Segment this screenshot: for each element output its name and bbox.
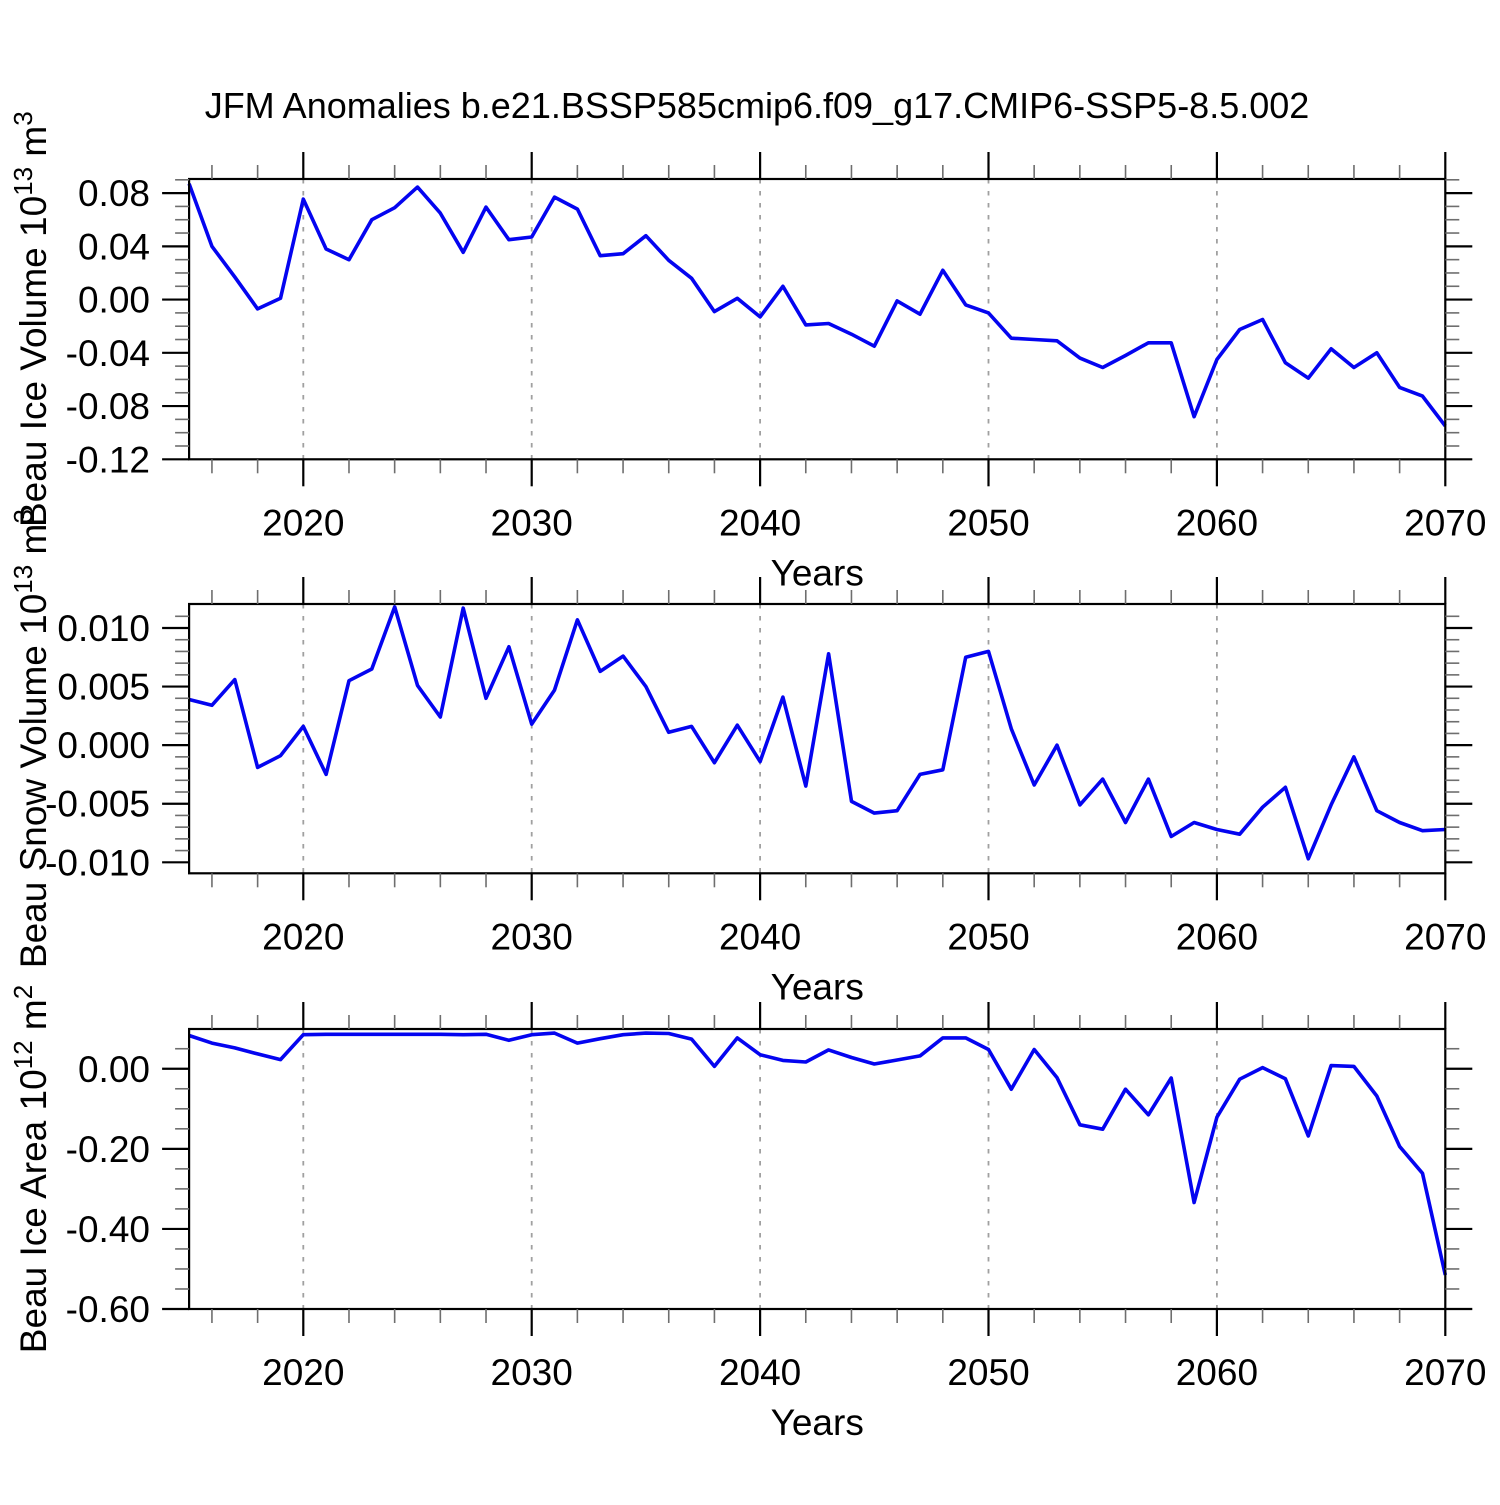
x-axis-title: Years — [771, 966, 864, 1007]
x-tick-label: 2060 — [1176, 502, 1258, 543]
beau-snow-volume-line — [188, 605, 1446, 861]
x-tick-label: 2060 — [1176, 916, 1258, 957]
x-tick-label: 2070 — [1404, 916, 1486, 957]
y-tick-label: -0.08 — [66, 386, 150, 427]
x-tick-label: 2040 — [719, 916, 801, 957]
beau-ice-volume-line — [187, 183, 1447, 428]
gridlines — [302, 604, 1218, 874]
y-axis-ticks: 0.08 0.04 0.00 -0.04 -0.08 -0.12 — [66, 173, 1473, 480]
y-tick-label: -0.60 — [66, 1289, 150, 1330]
x-tick-label: 2070 — [1404, 1352, 1486, 1393]
y-tick-label: 0.010 — [57, 608, 150, 649]
x-tick-label: 2020 — [262, 1352, 344, 1393]
y-tick-label: 0.00 — [78, 1049, 150, 1090]
y-tick-label: -0.005 — [45, 784, 150, 825]
x-tick-label: 2050 — [947, 916, 1029, 957]
x-tick-label: 2070 — [1404, 502, 1486, 543]
y-tick-label: -0.20 — [66, 1129, 150, 1170]
plot-frame — [188, 602, 1447, 875]
gridlines — [302, 1029, 1218, 1309]
y-tick-label: 0.04 — [78, 226, 150, 267]
x-tick-label: 2030 — [491, 1352, 573, 1393]
x-axis-title: Years — [771, 552, 864, 593]
panel-beau-ice-volume: 2020 2030 2040 2050 2060 2070 0.08 0.04 0.00 -0.0… — [8, 111, 1486, 593]
x-tick-label: 2020 — [262, 502, 344, 543]
plot-frame — [188, 177, 1447, 461]
x-tick-label: 2040 — [719, 502, 801, 543]
y-axis-ticks: 0.00 -0.20 -0.40 -0.60 — [66, 1047, 1473, 1330]
y-tick-label: 0.000 — [57, 725, 150, 766]
figure-title: JFM Anomalies b.e21.BSSP585cmip6.f09_g17… — [205, 85, 1310, 126]
y-tick-label: 0.005 — [57, 667, 150, 708]
x-axis-ticks: 2020 2030 2040 2050 2060 2070 — [211, 577, 1486, 957]
x-axis-title: Years — [771, 1402, 864, 1443]
x-tick-label: 2030 — [491, 502, 573, 543]
y-tick-label: 0.08 — [78, 173, 150, 214]
y-tick-label: -0.010 — [45, 842, 150, 883]
panel-beau-ice-area: 2020 2030 2040 2050 2060 2070 0.00 -0.20 -0.40 -0… — [8, 985, 1486, 1443]
y-tick-label: -0.12 — [66, 439, 150, 480]
x-tick-label: 2040 — [719, 1352, 801, 1393]
y-tick-label: 0.00 — [78, 280, 150, 321]
y-tick-label: -0.04 — [66, 333, 150, 374]
beau-ice-area-line — [188, 1031, 1448, 1276]
gridlines — [302, 179, 1218, 460]
x-axis-ticks: 2020 2030 2040 2050 2060 2070 — [211, 152, 1486, 543]
y-axis-ticks: 0.010 0.005 0.000 -0.005 -0.010 — [45, 608, 1473, 883]
y-axis-title: Beau Snow Volume 1013 m3 — [8, 509, 54, 968]
x-tick-label: 2050 — [947, 1352, 1029, 1393]
panel-beau-snow-volume: 2020 2030 2040 2050 2060 2070 0.010 0.005 0.000 -… — [8, 509, 1486, 1007]
y-axis-title: Beau Ice Volume 1013 m3 — [8, 111, 54, 527]
x-tick-label: 2050 — [947, 502, 1029, 543]
x-tick-label: 2020 — [262, 916, 344, 957]
y-tick-label: -0.40 — [66, 1209, 150, 1250]
x-tick-label: 2060 — [1176, 1352, 1258, 1393]
y-axis-title: Beau Ice Area 1012 m2 — [8, 985, 54, 1353]
x-tick-label: 2030 — [491, 916, 573, 957]
x-axis-ticks: 2020 2030 2040 2050 2060 2070 — [211, 1002, 1486, 1393]
panels: 2020 2030 2040 2050 2060 2070 0.08 0.04 0.00 -0.0… — [8, 111, 1486, 1443]
